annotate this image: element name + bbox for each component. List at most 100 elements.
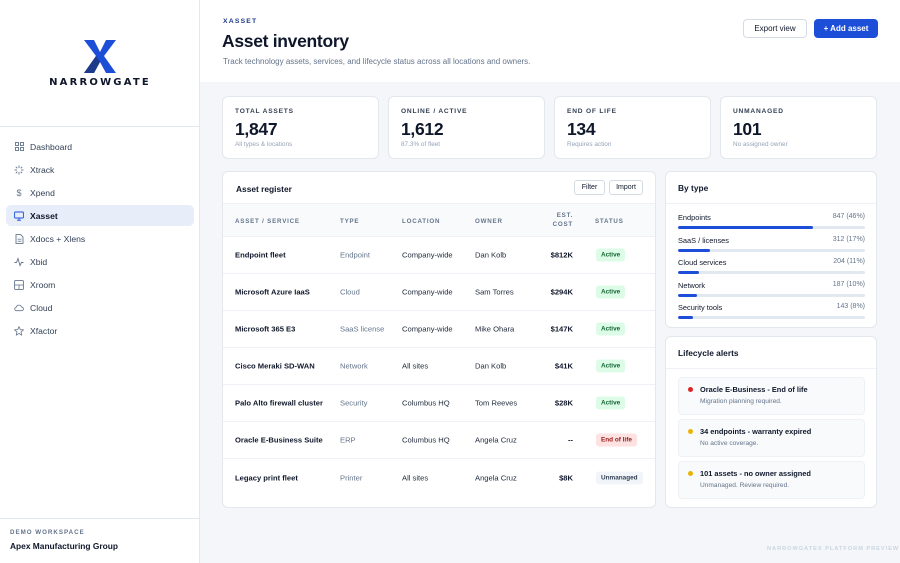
sidebar-item-xasset[interactable]: Xasset [6,205,194,226]
brand-logo[interactable]: NARROWGATE [0,40,200,88]
page-subtitle: Track technology assets, services, and l… [223,57,531,66]
kpi-end-of-life: END OF LIFE 134 Requires action [554,96,711,159]
table-row[interactable]: Endpoint fleet Endpoint Company-wide Dan… [223,237,655,274]
asset-name: Endpoint fleet [235,250,286,260]
asset-owner: Dan Kolb [475,361,507,371]
column-header-type[interactable]: TYPE [340,218,360,225]
type-value: 312 (17%) [832,236,865,243]
column-header-location[interactable]: LOCATION [402,218,441,225]
column-header-status[interactable]: STATUS [595,218,624,225]
sidebar-item-xfactor[interactable]: Xfactor [6,320,194,341]
filter-button[interactable]: Filter [574,180,605,195]
asset-location: Columbus HQ [402,435,450,445]
asset-location: Company-wide [402,287,453,297]
card-divider [666,368,876,369]
sidebar-item-xpend[interactable]: $ Xpend [6,182,194,203]
type-bar-fill [678,271,699,274]
asset-register-title: Asset register [236,184,292,194]
alert-title: 101 assets - no owner assigned [700,469,811,478]
sidebar-item-label: Xroom [30,279,56,290]
alert-item[interactable]: Oracle E-Business - End of life Migratio… [678,377,865,415]
type-value: 143 (8%) [836,303,865,310]
type-row-security[interactable]: Security tools 143 (8%) [678,303,865,319]
add-asset-button[interactable]: + Add asset [814,19,878,38]
kpi-label: END OF LIFE [567,108,617,115]
type-label: SaaS / licenses [678,236,729,245]
star-icon [14,325,24,336]
type-bar-track [678,271,865,274]
asset-register-card: Asset register Filter Import ASSET / SER… [222,171,656,508]
type-row-cloud[interactable]: Cloud services 204 (11%) [678,258,865,274]
cloud-icon [14,303,24,313]
asset-type: Network [340,361,368,371]
kpi-note: No assigned owner [733,141,788,148]
sidebar: NARROWGATE Dashboard Xtrack $ Xpend Xass… [0,0,200,563]
document-icon [14,233,24,244]
type-bar-fill [678,226,813,229]
table-row[interactable]: Microsoft 365 E3 SaaS license Company-wi… [223,311,655,348]
import-button[interactable]: Import [609,180,643,195]
asset-type: Printer [340,473,363,482]
column-header-owner[interactable]: OWNER [475,218,503,225]
module-eyebrow: XASSET [223,18,258,25]
kpi-note: All types & locations [235,141,293,148]
alert-item[interactable]: 101 assets - no owner assigned Unmanaged… [678,461,865,499]
table-row[interactable]: Oracle E-Business Suite ERP Columbus HQ … [223,422,655,459]
kpi-value: 101 [733,119,762,139]
asset-type: ERP [340,435,356,445]
alert-dot-icon [688,387,693,392]
type-row-network[interactable]: Network 187 (10%) [678,281,865,297]
sidebar-item-label: Xasset [30,210,58,221]
type-bar-fill [678,316,693,319]
sidebar-item-xtrack[interactable]: Xtrack [6,159,194,180]
asset-name: Cisco Meraki SD-WAN [235,361,315,371]
sidebar-item-dashboard[interactable]: Dashboard [6,136,194,157]
sidebar-item-cloud[interactable]: Cloud [6,297,194,318]
sidebar-item-label: Xbid [30,256,48,267]
alert-subtitle: Unmanaged. Review required. [700,482,790,489]
kpi-label: ONLINE / ACTIVE [401,108,468,115]
asset-cost: $812K [550,250,573,260]
table-row[interactable]: Microsoft Azure IaaS Cloud Company-wide … [223,274,655,311]
sidebar-item-label: Xfactor [30,325,58,336]
monitor-icon [14,211,24,221]
asset-owner: Angela Cruz [475,435,517,445]
card-divider [666,203,876,204]
sidebar-item-xroom[interactable]: Xroom [6,274,194,295]
kpi-value: 1,847 [235,119,278,139]
workspace-name[interactable]: Apex Manufacturing Group [10,541,118,551]
type-label: Endpoints [678,213,711,222]
type-bar-fill [678,249,710,252]
type-row-saas[interactable]: SaaS / licenses 312 (17%) [678,236,865,252]
workspace-divider [0,518,199,519]
alert-item[interactable]: 34 endpoints - warranty expired No activ… [678,419,865,457]
alert-title: 34 endpoints - warranty expired [700,427,812,436]
table-row[interactable]: Palo Alto firewall cluster Security Colu… [223,385,655,422]
asset-name: Palo Alto firewall cluster [235,398,323,408]
type-label: Network [678,281,706,290]
table-row[interactable]: Cisco Meraki SD-WAN Network All sites Da… [223,348,655,385]
asset-owner: Tom Reeves [475,398,518,408]
column-header-asset[interactable]: ASSET / SERVICE [235,218,300,225]
kpi-note: Requires action [567,141,612,148]
type-value: 187 (10%) [832,281,865,288]
lifecycle-alerts-card: Lifecycle alerts Oracle E-Business - End… [665,336,877,508]
column-header-cost-line1[interactable]: EST. [556,212,573,219]
dollar-icon: $ [16,187,22,198]
sidebar-item-xdocs-xlens[interactable]: Xdocs + Xlens [6,228,194,249]
kpi-value: 134 [567,119,596,139]
asset-cost: $41K [554,361,573,371]
table-row[interactable]: Legacy print fleet Printer All sites Ang… [223,459,655,496]
column-header-cost-line2[interactable]: COST [552,221,573,228]
export-view-button[interactable]: Export view [743,19,807,38]
type-bar-track [678,226,865,229]
asset-location: All sites [402,473,429,482]
type-row-endpoints[interactable]: Endpoints 847 (46%) [678,213,865,229]
by-type-title: By type [678,183,709,193]
kpi-total-assets: TOTAL ASSETS 1,847 All types & locations [222,96,379,159]
sidebar-item-xbid[interactable]: Xbid [6,251,194,272]
asset-owner: Angela Cruz [475,473,517,482]
asset-location: Company-wide [402,250,453,260]
asset-location: Columbus HQ [402,398,450,408]
kpi-label: UNMANAGED [733,108,784,115]
